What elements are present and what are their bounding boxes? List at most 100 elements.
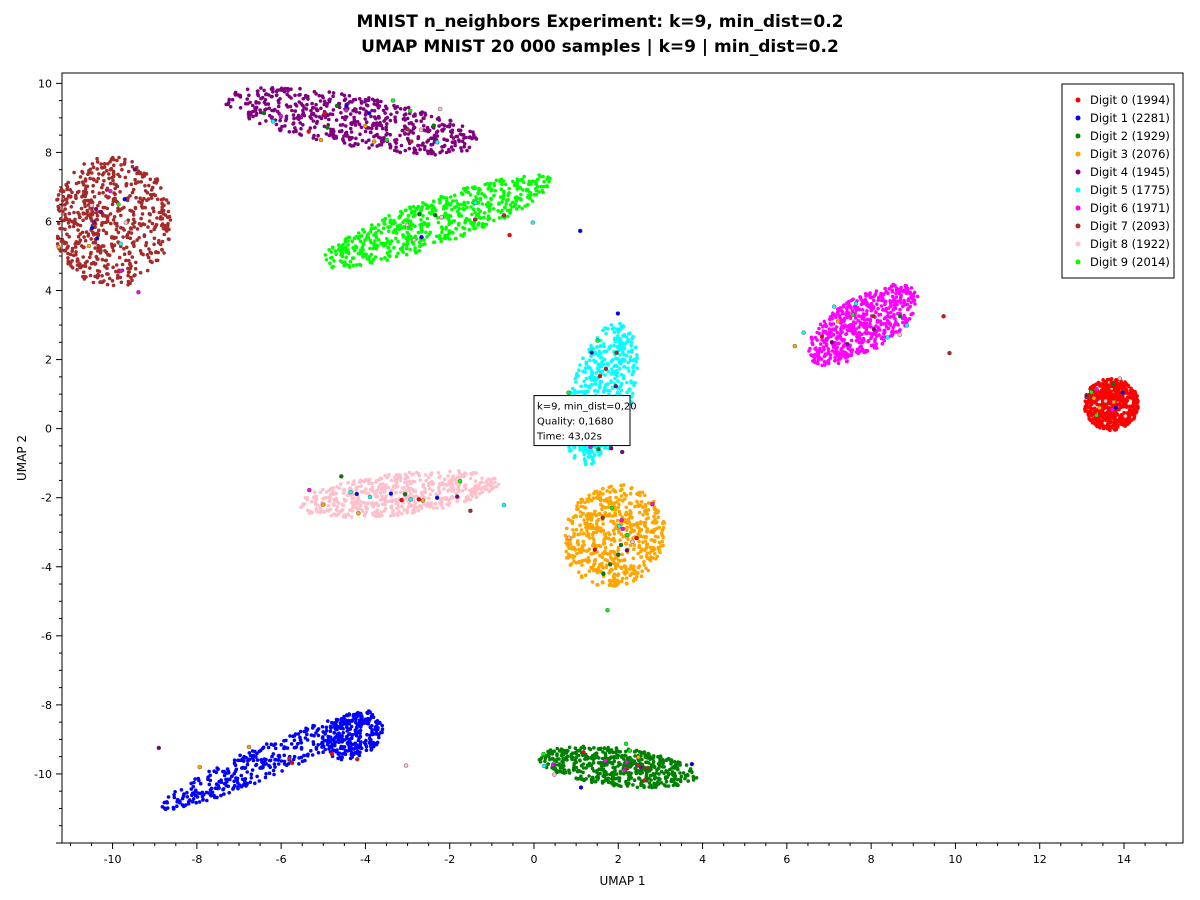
scatter-point bbox=[349, 121, 353, 126]
scatter-point bbox=[328, 132, 333, 137]
scatter-point bbox=[581, 511, 585, 516]
scatter-point bbox=[402, 116, 407, 121]
scatter-point bbox=[342, 487, 347, 492]
scatter-point bbox=[107, 176, 111, 181]
scatter-point bbox=[438, 474, 442, 479]
scatter-point bbox=[303, 502, 307, 506]
scatter-point bbox=[224, 102, 228, 107]
scatter-point bbox=[836, 361, 841, 366]
scatter-point bbox=[612, 572, 617, 576]
scatter-point bbox=[58, 189, 63, 193]
scatter-point bbox=[838, 306, 842, 310]
scatter-point bbox=[118, 190, 122, 194]
scatter-point bbox=[339, 757, 344, 762]
scatter-point bbox=[116, 206, 120, 211]
scatter-point bbox=[382, 509, 387, 513]
scatter-point bbox=[88, 273, 93, 278]
scatter-point bbox=[1105, 424, 1110, 428]
scatter-point bbox=[157, 210, 162, 215]
scatter-point bbox=[418, 478, 423, 482]
scatter-point bbox=[341, 745, 346, 749]
scatter-point bbox=[395, 506, 399, 511]
scatter-point bbox=[1095, 424, 1099, 429]
scatter-point bbox=[327, 90, 332, 94]
scatter-point bbox=[425, 501, 429, 506]
scatter-point bbox=[302, 753, 306, 758]
scatter-point bbox=[847, 353, 851, 358]
scatter-point bbox=[631, 556, 636, 560]
scatter-point bbox=[442, 477, 447, 482]
scatter-point bbox=[340, 752, 345, 756]
scatter-point bbox=[163, 227, 167, 231]
scatter-point bbox=[93, 246, 97, 250]
scatter-point bbox=[79, 206, 84, 211]
scatter-point bbox=[380, 723, 385, 728]
scatter-point bbox=[255, 774, 259, 779]
scatter-point bbox=[1091, 407, 1095, 412]
scatter-point bbox=[870, 334, 874, 339]
scatter-point bbox=[371, 121, 376, 126]
scatter-point bbox=[453, 141, 457, 145]
scatter-point bbox=[134, 195, 138, 200]
scatter-point bbox=[583, 500, 587, 505]
scatter-point bbox=[332, 730, 337, 735]
scatter-point bbox=[637, 545, 641, 549]
scatter-point bbox=[605, 489, 609, 493]
scatter-point bbox=[300, 759, 305, 764]
scatter-point bbox=[89, 262, 94, 266]
scatter-point bbox=[628, 355, 633, 359]
scatter-point bbox=[416, 508, 421, 513]
scatter-point bbox=[592, 538, 596, 542]
scatter-point bbox=[557, 757, 561, 761]
scatter-point bbox=[623, 541, 628, 546]
scatter-point bbox=[358, 742, 363, 747]
scatter-point bbox=[119, 163, 123, 167]
scatter-point bbox=[352, 120, 357, 125]
scatter-point bbox=[63, 218, 67, 222]
scatter-point bbox=[572, 391, 577, 396]
scatter-point bbox=[642, 563, 647, 567]
scatter-point bbox=[236, 758, 240, 763]
scatter-point bbox=[264, 772, 268, 776]
scatter-point bbox=[835, 350, 840, 354]
scatter-point bbox=[462, 144, 467, 149]
scatter-point bbox=[612, 755, 616, 759]
scatter-point bbox=[575, 504, 579, 508]
scatter-point bbox=[277, 101, 281, 105]
scatter-point bbox=[616, 545, 621, 550]
scatter-point bbox=[403, 131, 407, 135]
scatter-point bbox=[609, 359, 614, 364]
scatter-point bbox=[587, 385, 592, 390]
scatter-point bbox=[140, 212, 145, 216]
scatter-point bbox=[110, 155, 115, 160]
scatter-point bbox=[641, 513, 645, 517]
scatter-point bbox=[266, 102, 271, 106]
scatter-point bbox=[619, 565, 623, 570]
scatter-point bbox=[1097, 395, 1102, 400]
scatter-point bbox=[809, 335, 814, 340]
scatter-point bbox=[833, 313, 837, 317]
scatter-point bbox=[632, 363, 636, 368]
scatter-point bbox=[331, 108, 336, 112]
scatter-point bbox=[364, 506, 369, 511]
scatter-point bbox=[304, 729, 309, 733]
scatter-point bbox=[1121, 400, 1126, 405]
scatter-point bbox=[254, 762, 259, 767]
scatter-point bbox=[339, 717, 344, 721]
scatter-point bbox=[651, 755, 656, 760]
scatter-point bbox=[466, 496, 471, 501]
scatter-point bbox=[626, 521, 630, 525]
scatter-point bbox=[635, 499, 639, 504]
scatter-point bbox=[569, 562, 574, 566]
scatter-point bbox=[160, 805, 165, 809]
scatter-point bbox=[379, 99, 383, 104]
scatter-point bbox=[626, 366, 630, 370]
scatter-point bbox=[590, 776, 595, 781]
scatter-point bbox=[246, 101, 250, 106]
scatter-point bbox=[194, 800, 198, 805]
scatter-point bbox=[818, 342, 823, 346]
scatter-point bbox=[604, 551, 609, 556]
scatter-point bbox=[612, 330, 617, 335]
scatter-point bbox=[584, 360, 588, 365]
scatter-point bbox=[95, 275, 100, 280]
